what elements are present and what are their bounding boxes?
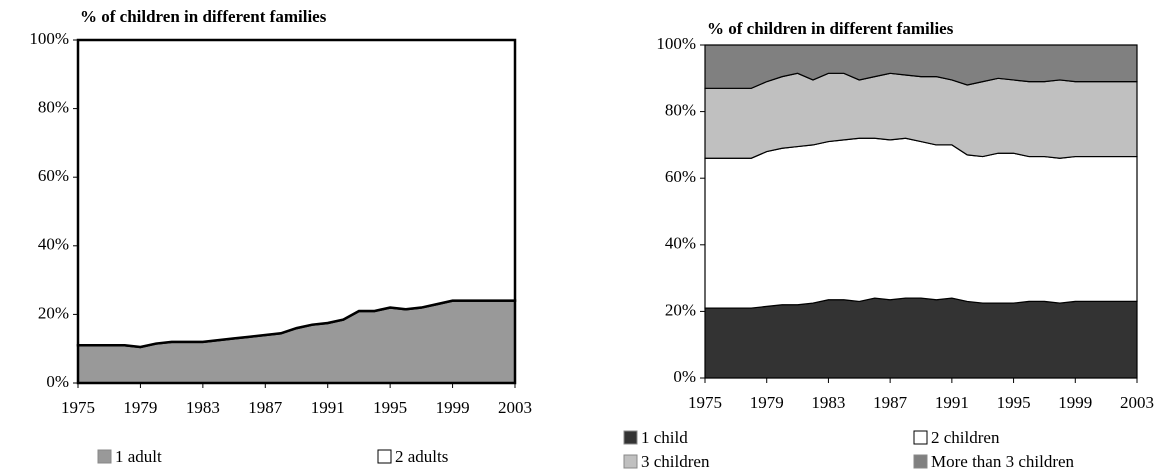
y-tick-label: 0% <box>673 367 696 386</box>
y-tick-label: 20% <box>665 300 696 319</box>
x-tick-label: 1979 <box>750 393 784 412</box>
chart-title: % of children in different families <box>707 19 954 38</box>
y-tick-label: 80% <box>665 101 696 120</box>
legend-swatch <box>623 430 638 445</box>
x-tick-label: 1987 <box>248 398 283 417</box>
x-tick-label: 1995 <box>997 393 1031 412</box>
area <box>704 44 1138 89</box>
legend-swatch <box>623 454 638 469</box>
chart-title: % of children in different families <box>80 7 327 26</box>
legend-swatch <box>913 454 928 469</box>
x-tick-label: 1999 <box>1058 393 1092 412</box>
legend-label: 2 children <box>931 428 1000 447</box>
legend-label: 1 adult <box>115 447 162 466</box>
x-tick-label: 1987 <box>873 393 908 412</box>
x-tick-label: 2003 <box>498 398 532 417</box>
area <box>704 137 1138 309</box>
x-tick-label: 1995 <box>373 398 407 417</box>
x-tick-label: 1975 <box>688 393 722 412</box>
y-tick-label: 100% <box>656 34 696 53</box>
x-tick-label: 1983 <box>811 393 845 412</box>
y-tick-label: 100% <box>29 29 69 48</box>
legend-swatch <box>97 449 112 464</box>
legend-label: 2 adults <box>395 447 448 466</box>
y-tick-label: 60% <box>665 167 696 186</box>
x-tick-label: 1999 <box>436 398 470 417</box>
y-tick-label: 40% <box>38 235 69 254</box>
y-tick-label: 60% <box>38 166 69 185</box>
area <box>76 38 517 349</box>
y-tick-label: 80% <box>38 98 69 117</box>
y-tick-label: 0% <box>46 372 69 391</box>
legend-swatch <box>913 430 928 445</box>
legend-label: 1 child <box>641 428 688 447</box>
legend-swatch <box>377 449 392 464</box>
legend-label: More than 3 children <box>931 452 1075 471</box>
x-tick-label: 1983 <box>186 398 220 417</box>
x-tick-label: 1975 <box>61 398 95 417</box>
y-tick-label: 40% <box>665 234 696 253</box>
x-tick-label: 1991 <box>311 398 345 417</box>
y-tick-label: 20% <box>38 303 69 322</box>
x-tick-label: 1979 <box>123 398 157 417</box>
x-tick-label: 1991 <box>935 393 969 412</box>
x-tick-label: 2003 <box>1120 393 1154 412</box>
area <box>704 297 1138 379</box>
legend-label: 3 children <box>641 452 710 471</box>
